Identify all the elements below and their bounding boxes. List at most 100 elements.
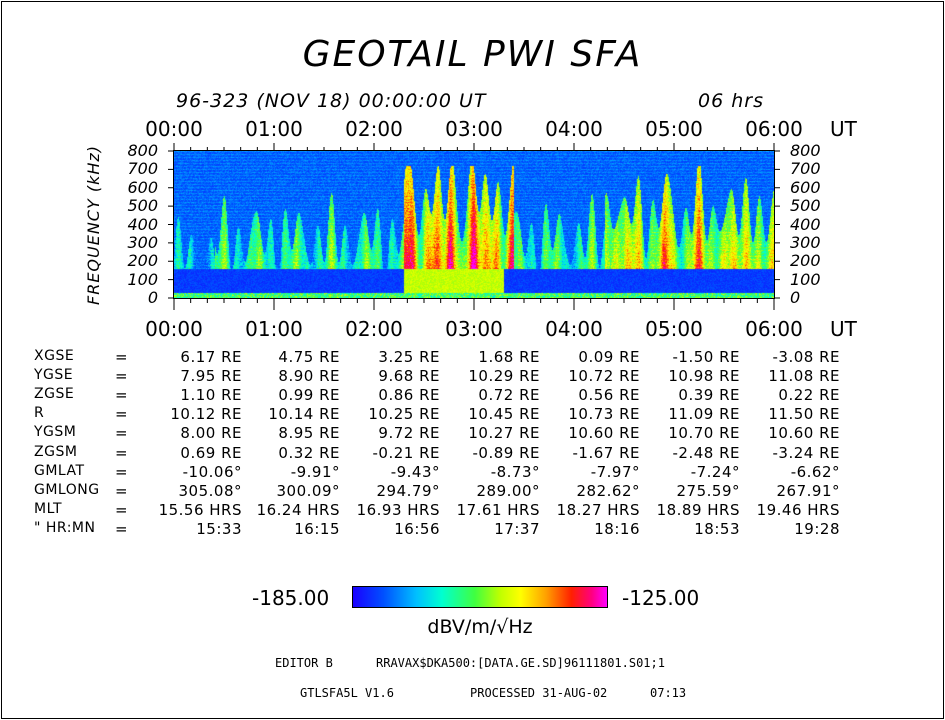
ephemeris-value: 0.69 RE [180,443,242,462]
freq-tick-label-left: 300 [127,232,158,252]
ephemeris-value: 0.09 RE [578,348,640,366]
ephemeris-value: 275.59° [676,481,740,500]
ephemeris-value: 10.60 RE [568,424,640,443]
ephemeris-value: 289.00° [476,481,540,500]
ephemeris-value: -3.24 RE [772,443,840,462]
ephemeris-value: 4.75 RE [278,348,340,366]
bottom-ut-label: UT [830,317,857,341]
ephemeris-value: 0.22 RE [778,386,840,405]
ephemeris-value: 10.70 RE [668,424,740,443]
chart-title: GEOTAIL PWI SFA [302,34,643,75]
freq-tick-label-right: 700 [790,159,821,179]
ephemeris-value: 8.00 RE [180,424,242,443]
ephemeris-value: 10.45 RE [468,405,540,424]
ephemeris-value: 11.50 RE [768,405,840,424]
ephemeris-value: 11.09 RE [668,405,740,424]
freq-tick-label-left: 800 [127,141,158,160]
date-label: 96-323 (NOV 18) 00:00:00 UT [176,90,487,112]
ephemeris-value: -9.91° [290,462,340,481]
freq-tick-label-left: 400 [127,214,158,234]
ephemeris-equals: = [115,405,129,424]
ephemeris-value: -7.24° [690,462,740,481]
ephemeris-equals: = [115,386,129,405]
freq-tick-label-right: 800 [790,141,821,160]
ephemeris-value: 300.09° [276,481,340,500]
ephemeris-value: 19.46 HRS [756,500,840,519]
bottom-time-tick-label: 02:00 [345,317,403,341]
ephemeris-value: -0.89 RE [472,443,540,462]
spectrogram-frame [173,150,775,299]
ephemeris-value: 1.68 RE [478,348,540,366]
ephemeris-value: 18.89 HRS [656,500,740,519]
ephemeris-row-label: YGSE [34,367,74,384]
top-time-tick-label: 02:00 [345,117,403,141]
top-ut-label: UT [830,117,857,141]
ephemeris-value: 10.60 RE [768,424,840,443]
ephemeris-value: 3.25 RE [378,348,440,366]
ephemeris-row-label: XGSE [34,348,75,364]
ephemeris-value: 10.25 RE [368,405,440,424]
ephemeris-value: 16:56 [394,519,440,538]
ephemeris-value: 10.73 RE [568,405,640,424]
colorbar-min-label: -185.00 [252,586,330,610]
ephemeris-value: 10.27 RE [468,424,540,443]
ephemeris-equals: = [115,462,129,481]
freq-tick-label-left: 700 [127,159,158,179]
ephemeris-value: 11.08 RE [768,367,840,386]
bottom-time-tick-label: 05:00 [645,317,703,341]
ephemeris-value: 0.56 RE [578,386,640,405]
ephemeris-row-label: MLT [34,500,63,517]
freq-tick-label-right: 600 [790,177,821,197]
ephemeris-value: -6.62° [790,462,840,481]
ephemeris-value: 15:33 [196,519,242,538]
ephemeris-value: 16.24 HRS [256,500,340,519]
colorbar [352,586,608,608]
ephemeris-row-label: GMLONG [34,481,100,498]
ephemeris-value: 16:15 [294,519,340,538]
ephemeris-equals: = [115,443,129,462]
freq-tick-label-right: 100 [790,269,821,289]
ephemeris-value: -0.21 RE [372,443,440,462]
ephemeris-value: 18:53 [694,519,740,538]
ephemeris-equals: = [115,500,129,519]
colorbar-max-label: -125.00 [622,586,700,610]
ephemeris-value: 7.95 RE [180,367,242,386]
ephemeris-equals: = [115,519,129,538]
ephemeris-value: 0.86 RE [378,386,440,405]
ephemeris-value: -10.06° [182,462,242,481]
ephemeris-value: 10.14 RE [268,405,340,424]
ephemeris-value: 18.27 HRS [556,500,640,519]
ephemeris-value: 18:16 [594,519,640,538]
ephemeris-value: -9.43° [390,462,440,481]
bottom-time-tick-label: 06:00 [745,317,803,341]
ephemeris-value: 294.79° [376,481,440,500]
ephemeris-value: 9.68 RE [378,367,440,386]
ephemeris-equals: = [115,367,129,386]
ephemeris-value: 267.91° [776,481,840,500]
freq-tick-label-right: 0 [790,288,801,307]
freq-tick-label-left: 600 [127,177,158,197]
ephemeris-equals: = [115,348,129,366]
ephemeris-equals: = [115,481,129,500]
processed-date: PROCESSED 31-AUG-02 [470,686,608,700]
ephemeris-value: -2.48 RE [672,443,740,462]
ephemeris-value: 10.98 RE [668,367,740,386]
freq-tick-label-left: 200 [127,251,158,271]
y-axis-title: FREQUENCY (kHz) [84,144,103,305]
ephemeris-value: 9.72 RE [378,424,440,443]
processed-time: 07:13 [650,686,687,700]
data-file-path: RRAVAX$DKA500:[DATA.GE.SD]96111801.S01;1 [376,656,665,670]
colorbar-unit-label: dBV/m/√Hz [427,616,533,638]
ephemeris-row-label: " HR:MN [34,519,96,536]
program-version: GTLSFA5L V1.6 [300,686,394,700]
ephemeris-value: 305.08° [178,481,242,500]
freq-tick-label-right: 200 [790,251,821,271]
ephemeris-equals: = [115,424,129,443]
ephemeris-value: 1.10 RE [180,386,242,405]
ephemeris-value: -1.50 RE [672,348,740,366]
freq-tick-label-right: 400 [790,214,821,234]
bottom-time-tick-label: 03:00 [445,317,503,341]
ephemeris-value: -8.73° [490,462,540,481]
